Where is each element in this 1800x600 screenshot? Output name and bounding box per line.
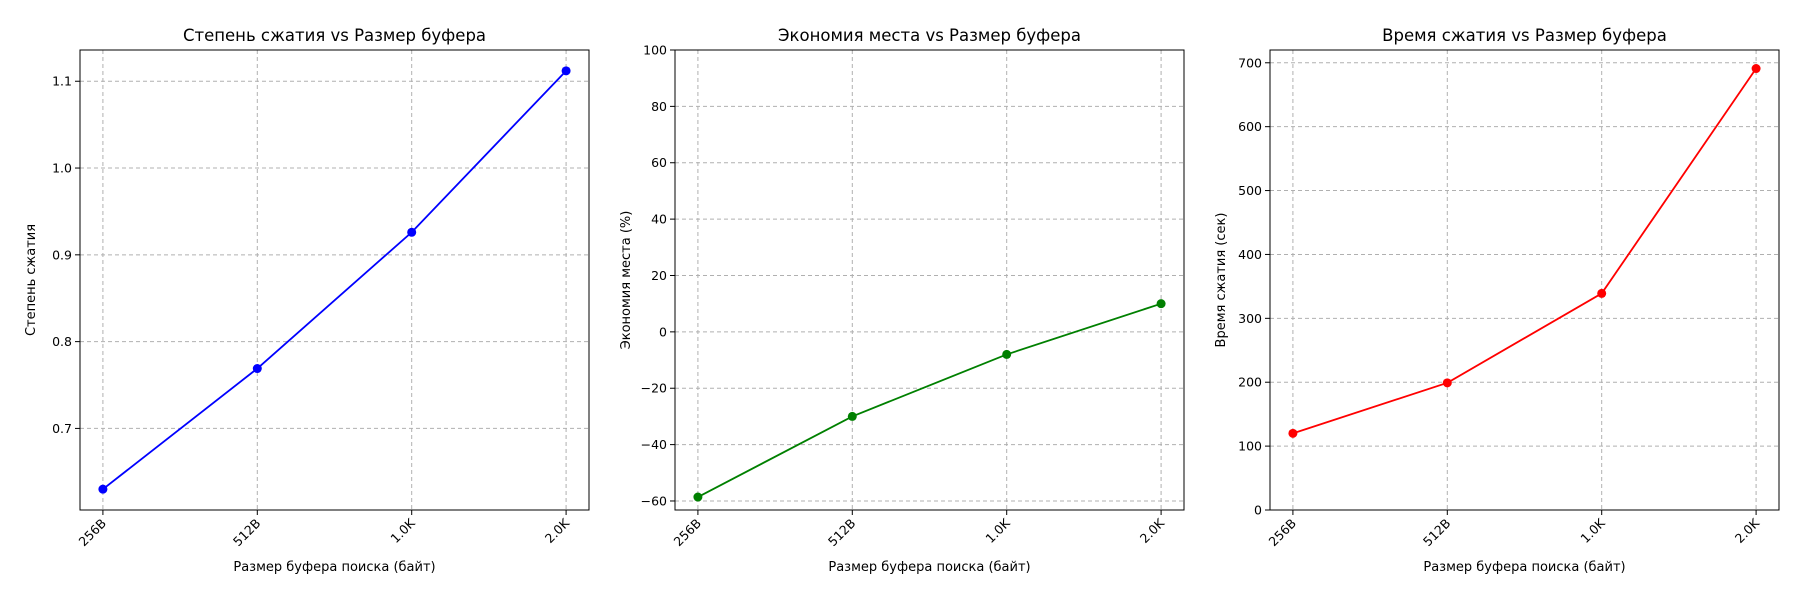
x-tick-label: 1.0K bbox=[1577, 515, 1608, 546]
grid bbox=[675, 49, 1184, 510]
plot-frame bbox=[79, 49, 590, 511]
y-tick-label: 600 bbox=[1238, 119, 1262, 134]
y-tick-label: −60 bbox=[641, 493, 667, 508]
y-axis-label: Время сжатия (сек) bbox=[1214, 213, 1229, 348]
y-tick-label: 100 bbox=[1238, 439, 1262, 454]
x-axis-label: Размер буфера поиска (байт) bbox=[233, 560, 435, 575]
y-tick-label: 1.0 bbox=[52, 161, 72, 176]
series-line bbox=[102, 70, 567, 490]
y-tick-label: 100 bbox=[643, 43, 667, 58]
x-axis-label: Размер буфера поиска (байт) bbox=[828, 560, 1030, 575]
chart-title: Экономия места vs Размер буфера bbox=[778, 26, 1081, 45]
x-tick-label: 1.0K bbox=[387, 515, 418, 546]
data-point bbox=[1156, 299, 1166, 309]
y-tick-label: 300 bbox=[1238, 311, 1262, 326]
x-tick-label: 1.0K bbox=[982, 515, 1013, 546]
data-point bbox=[1751, 64, 1761, 74]
x-tick-label: 256B bbox=[1265, 516, 1299, 550]
y-tick-label: 400 bbox=[1238, 247, 1262, 262]
data-point bbox=[98, 484, 108, 494]
x-tick-label: 512B bbox=[230, 516, 264, 550]
x-tick-label: 256B bbox=[75, 516, 109, 550]
x-tick-label: 2.0K bbox=[542, 515, 573, 546]
data-point bbox=[1288, 428, 1298, 438]
y-tick-label: 0.9 bbox=[52, 247, 72, 262]
grid bbox=[80, 50, 589, 510]
data-point bbox=[847, 411, 857, 421]
x-axis-label: Размер буфера поиска (байт) bbox=[1423, 560, 1625, 575]
chart-compression-time: Время сжатия vs Размер буфера Размер буф… bbox=[1214, 26, 1780, 575]
y-axis-label: Степень сжатия bbox=[24, 224, 39, 336]
plot-frame bbox=[1269, 49, 1780, 511]
data-point bbox=[1597, 288, 1607, 298]
x-tick-label: 512B bbox=[1420, 516, 1454, 550]
y-tick-label: 0 bbox=[1254, 503, 1262, 518]
y-tick-label: 60 bbox=[651, 155, 667, 170]
y-tick-label: 80 bbox=[651, 99, 667, 114]
y-tick-label: 40 bbox=[651, 212, 667, 227]
grid bbox=[1270, 50, 1779, 511]
data-point bbox=[693, 492, 703, 502]
data-point bbox=[1002, 349, 1012, 359]
y-tick-label: 20 bbox=[651, 268, 667, 283]
y-tick-label: −20 bbox=[641, 381, 667, 396]
y-tick-label: 1.1 bbox=[52, 74, 72, 89]
data-point bbox=[1442, 378, 1452, 388]
chart-space-savings: Экономия места vs Размер буфера Размер б… bbox=[619, 26, 1185, 575]
y-tick-label: −40 bbox=[641, 437, 667, 452]
data-point bbox=[561, 66, 571, 76]
y-tick-label: 700 bbox=[1238, 55, 1262, 70]
plot-frame bbox=[674, 49, 1185, 511]
y-axis-label: Экономия места (%) bbox=[619, 211, 634, 350]
x-tick-label: 256B bbox=[670, 516, 704, 550]
chart-title: Время сжатия vs Размер буфера bbox=[1382, 26, 1667, 45]
chart-title: Степень сжатия vs Размер буфера bbox=[183, 26, 486, 45]
data-point bbox=[252, 364, 262, 374]
y-tick-label: 0.8 bbox=[52, 334, 72, 349]
x-tick-label: 2.0K bbox=[1732, 515, 1763, 546]
y-tick-label: 0 bbox=[659, 324, 667, 339]
series-line bbox=[697, 302, 1162, 498]
x-tick-label: 512B bbox=[825, 516, 859, 550]
series-line bbox=[1292, 68, 1757, 435]
y-tick-label: 0.7 bbox=[52, 421, 72, 436]
y-tick-label: 200 bbox=[1238, 375, 1262, 390]
chart-compression-ratio: Степень сжатия vs Размер буфера Размер б… bbox=[24, 26, 590, 575]
x-tick-label: 2.0K bbox=[1137, 515, 1168, 546]
y-tick-label: 500 bbox=[1238, 183, 1262, 198]
data-point bbox=[407, 227, 417, 237]
